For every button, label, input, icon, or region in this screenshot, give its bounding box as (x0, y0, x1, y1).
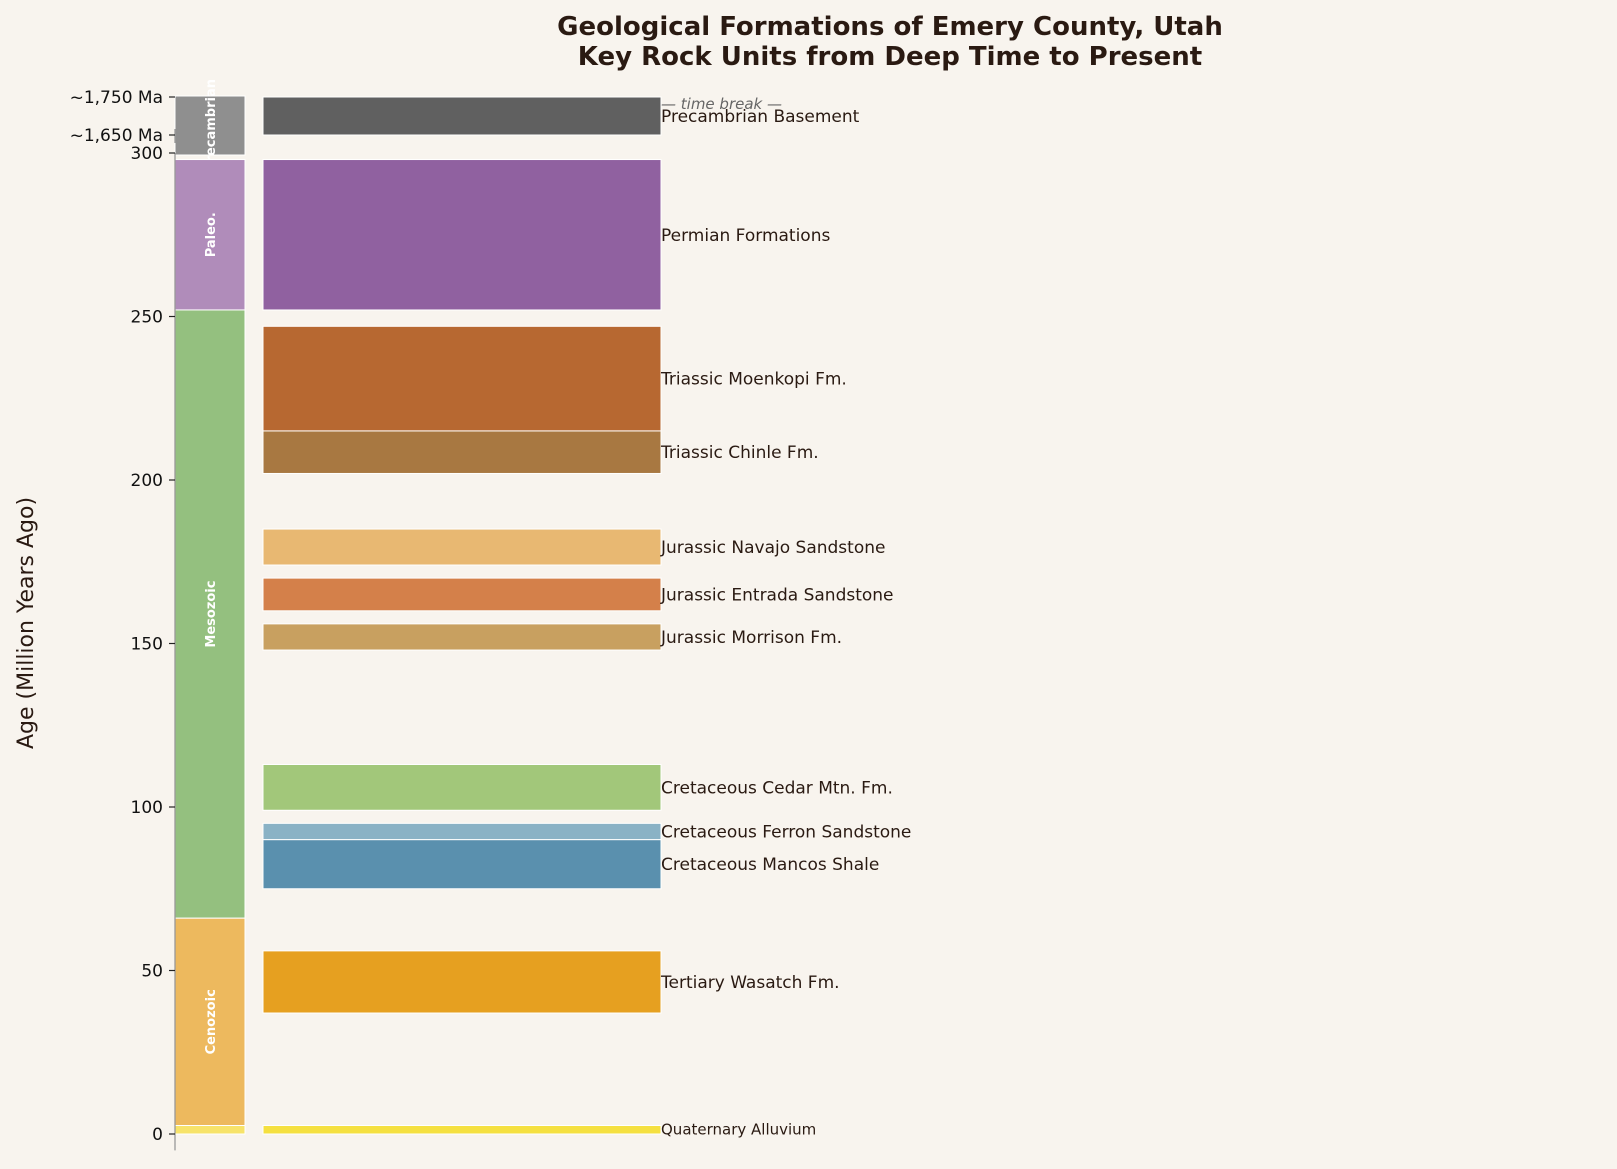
formation-label-jurassic-entrada-sandstone: Jurassic Entrada Sandstone (660, 585, 894, 605)
era-block-cenozoic (174, 917, 246, 1126)
formation-label-cretaceous-ferron-sandstone: Cretaceous Ferron Sandstone (661, 823, 911, 843)
formation-bar-jurassic-navajo-sandstone (262, 528, 662, 566)
formation-label-cretaceous-mancos-shale: Cretaceous Mancos Shale (661, 855, 879, 875)
formation-label-jurassic-morrison-fm: Jurassic Morrison Fm. (660, 628, 842, 648)
era-label-paleo: Paleo. (204, 212, 219, 257)
y-tick-label-150: 150 (131, 635, 163, 655)
formation-label-triassic-moenkopi-fm: Triassic Moenkopi Fm. (660, 370, 847, 390)
era-label-mesozoic: Mesozoic (204, 581, 219, 648)
y-tick-label-100: 100 (131, 798, 163, 818)
era-block-quaternary (174, 1124, 246, 1135)
formation-bar-permian-formations (262, 159, 662, 311)
formation-bar-triassic-moenkopi-fm (262, 325, 662, 432)
y-tick-label-50: 50 (141, 962, 163, 982)
formation-bars: Precambrian Basement Permian Formations Tr… (262, 95, 911, 1139)
time-break-label: — time break — (661, 95, 782, 113)
formation-bar-quaternary-alluvium (262, 1124, 662, 1135)
formation-label-precambrian-basement: Precambrian Basement (661, 107, 860, 127)
formation-bar-cretaceous-cedar-mtn-fm (262, 763, 662, 811)
y-tick-label-200: 200 (131, 471, 163, 491)
chart-title: Geological Formations of Emery County, U… (557, 12, 1223, 42)
y-tick-label-250: 250 (131, 308, 163, 328)
formation-bar-cretaceous-mancos-shale (262, 839, 662, 890)
y-axis: 0 50 100 150 200 250 300~1,650 Ma ~1,750 Ma (70, 88, 176, 1151)
formation-bar-tertiary-wasatch-fm (262, 950, 662, 1014)
era-block-precambrian (174, 95, 246, 156)
formation-bar-triassic-chinle-fm (262, 430, 662, 474)
formation-label-jurassic-navajo-sandstone: Jurassic Navajo Sandstone (660, 538, 885, 558)
y-break-tick-label-0: ~1,650 Ma (70, 126, 163, 146)
formation-bar-jurassic-morrison-fm (262, 623, 662, 651)
y-axis-label: Age (Million Years Ago) (14, 497, 39, 749)
formation-bar-jurassic-entrada-sandstone (262, 577, 662, 612)
formation-label-permian-formations: Permian Formations (661, 226, 830, 246)
formation-label-triassic-chinle-fm: Triassic Chinle Fm. (660, 443, 819, 463)
era-block-mesozoic (174, 309, 246, 919)
formation-label-cretaceous-cedar-mtn-fm: Cretaceous Cedar Mtn. Fm. (661, 778, 893, 798)
formation-label-tertiary-wasatch-fm: Tertiary Wasatch Fm. (660, 973, 840, 993)
y-tick-label-0: 0 (152, 1125, 163, 1145)
formation-bar-precambrian-basement (262, 96, 662, 136)
era-column: Precambrian Paleo. Mesozoic Cenozoic (174, 79, 246, 1135)
formation-bar-cretaceous-ferron-sandstone (262, 822, 662, 841)
y-tick-label-300: 300 (131, 144, 163, 164)
era-block-paleo (174, 159, 246, 311)
y-break-tick-label-1: ~1,750 Ma (70, 88, 163, 108)
era-label-cenozoic: Cenozoic (204, 989, 219, 1054)
era-label-precambrian: Precambrian (204, 79, 219, 172)
formation-label-quaternary-alluvium: Quaternary Alluvium (661, 1121, 816, 1139)
chart-subtitle: Key Rock Units from Deep Time to Present (578, 42, 1202, 72)
